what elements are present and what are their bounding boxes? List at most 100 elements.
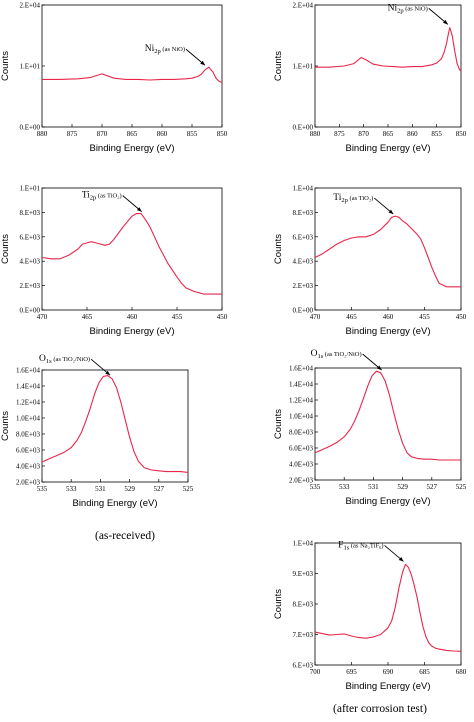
spectrum-line — [315, 27, 462, 72]
y-tick-label: 6.E+03 — [20, 233, 41, 241]
y-tick-label: 2.E+04 — [20, 2, 41, 10]
y-tick-label: 2.E+03 — [20, 282, 41, 290]
x-tick-label: 470 — [37, 313, 48, 321]
y-tick-label: 1.E+04 — [293, 185, 314, 193]
y-tick-label: 8.0E+03 — [16, 431, 40, 439]
y-axis-title: Counts — [273, 234, 284, 264]
y-tick-label: 1.E+01 — [20, 185, 41, 193]
x-tick-label: 525 — [456, 483, 467, 491]
x-tick-label: 880 — [37, 130, 48, 138]
x-tick-label: 533 — [339, 483, 350, 491]
y-tick-label: 7.E+03 — [293, 631, 314, 639]
x-tick-label: 865 — [127, 130, 138, 138]
x-tick-label: 460 — [127, 313, 138, 321]
plot-frame — [314, 542, 462, 666]
y-tick-label: 6.E+03 — [293, 662, 314, 670]
x-tick-label: 680 — [456, 668, 467, 676]
annotation-arrow-head — [200, 60, 205, 66]
chart-o-as-received: 535 533 531 529 527 525 2.0E+03 4.0E+03 6.0E+03 8… — [0, 354, 194, 509]
y-tick-label: 2.0E+03 — [289, 477, 313, 485]
y-tick-label: 2.E+04 — [293, 2, 314, 10]
x-tick-label: 450 — [217, 313, 228, 321]
x-tick-label: 470 — [310, 313, 321, 321]
peak-annotation: Ni2p (as NiO) — [145, 44, 185, 55]
y-axis-title: Counts — [0, 234, 11, 264]
y-tick-label: 9.E+03 — [293, 570, 314, 578]
y-tick-label: 6.0E+03 — [16, 447, 40, 455]
y-tick-label: 1.2E+04 — [16, 399, 40, 407]
y-tick-label: 0.E+00 — [293, 307, 314, 315]
y-tick-label: 4.0E+03 — [289, 461, 313, 469]
x-tick-label: 465 — [346, 313, 357, 321]
x-tick-label: 529 — [397, 483, 408, 491]
peak-annotation: O1s (as TiO₂/NiO) — [311, 349, 362, 360]
x-tick-label: 870 — [97, 130, 108, 138]
x-tick-label: 450 — [456, 313, 467, 321]
x-tick-label: 460 — [383, 313, 394, 321]
annotation-arrow-head — [443, 19, 448, 25]
y-tick-label: 4.0E+03 — [16, 463, 40, 471]
x-tick-label: 455 — [172, 313, 183, 321]
x-axis-title: Binding Energy (eV) — [72, 498, 157, 509]
y-tick-label: 8.E+03 — [20, 209, 41, 217]
chart-ti-after: 470 465 460 455 450 0.E+00 2.E+03 4.E+03 6.E+03 8… — [273, 185, 467, 338]
chart-ni-as-received: 880 875 870 865 860 855 850 0.E+00 1.E+01 2.E+04 B… — [0, 2, 228, 155]
plot-frame — [314, 187, 462, 311]
y-tick-label: 8.0E+03 — [289, 429, 313, 437]
y-tick-label: 1.E+01 — [20, 63, 41, 71]
y-tick-label: 1.4E+04 — [16, 383, 40, 391]
chart-o-after: 535 533 531 529 527 525 2.0E+03 4.0E+03 6.0E+03 8… — [273, 349, 467, 507]
y-tick-label: 8.E+03 — [293, 601, 314, 609]
y-tick-label: 1.E+01 — [293, 63, 314, 71]
x-tick-label: 525 — [183, 485, 194, 493]
caption-as-received: (as-received) — [94, 530, 155, 542]
x-axis-title: Binding Energy (eV) — [89, 143, 174, 154]
y-axis-title: Counts — [273, 589, 284, 619]
y-tick-label: 2.0E+03 — [16, 479, 40, 487]
x-tick-label: 527 — [427, 483, 438, 491]
y-tick-label: 1.6E+04 — [16, 367, 40, 375]
x-tick-label: 531 — [368, 483, 379, 491]
spectrum-line — [314, 563, 462, 652]
y-tick-label: 6.E+03 — [293, 233, 314, 241]
y-tick-label: 2.E+03 — [293, 282, 314, 290]
annotation-arrow-head — [376, 365, 382, 370]
x-tick-label: 531 — [95, 485, 106, 493]
y-tick-label: 1.4E+04 — [289, 381, 313, 389]
plot-frame — [314, 367, 462, 481]
peak-annotation: Ti2p (as TiO₂) — [333, 193, 373, 204]
x-tick-label: 850 — [217, 130, 228, 138]
peak-annotation: F1s (as Na₂TiF₆) — [338, 540, 383, 551]
x-tick-label: 685 — [419, 668, 430, 676]
x-tick-label: 465 — [82, 313, 93, 321]
spectrum-line — [41, 213, 222, 295]
x-tick-label: 455 — [419, 313, 430, 321]
annotation-arrow-head — [105, 370, 111, 376]
y-tick-label: 0.E+00 — [293, 124, 314, 132]
peak-annotation: Ni2p (as NiO) — [388, 3, 428, 14]
x-tick-label: 855 — [431, 130, 442, 138]
y-tick-label: 1.E+04 — [293, 540, 314, 548]
x-tick-label: 695 — [346, 668, 357, 676]
annotation-arrow-head — [136, 207, 142, 212]
x-axis-title: Binding Energy (eV) — [345, 143, 430, 154]
spectrum-line — [314, 370, 461, 461]
x-axis-title: Binding Energy (eV) — [345, 681, 430, 692]
x-tick-label: 850 — [456, 130, 467, 138]
peak-annotation: Ti2p (as TiO₂) — [82, 191, 122, 202]
spectrum-line — [42, 66, 223, 84]
x-tick-label: 535 — [37, 485, 48, 493]
plot-frame — [41, 369, 189, 483]
y-tick-label: 1.0E+04 — [289, 413, 313, 421]
y-axis-title: Counts — [273, 409, 284, 439]
x-tick-label: 700 — [310, 668, 321, 676]
annotation-arrow-head — [388, 209, 394, 215]
x-tick-label: 690 — [383, 668, 394, 676]
y-tick-label: 1.6E+04 — [289, 365, 313, 373]
annotation-arrow-head — [398, 556, 404, 562]
y-tick-label: 1.0E+04 — [16, 415, 40, 423]
plot-frame — [41, 4, 223, 128]
y-tick-label: 0.E+00 — [20, 307, 41, 315]
x-axis-title: Binding Energy (eV) — [345, 326, 430, 337]
x-tick-label: 855 — [187, 130, 198, 138]
